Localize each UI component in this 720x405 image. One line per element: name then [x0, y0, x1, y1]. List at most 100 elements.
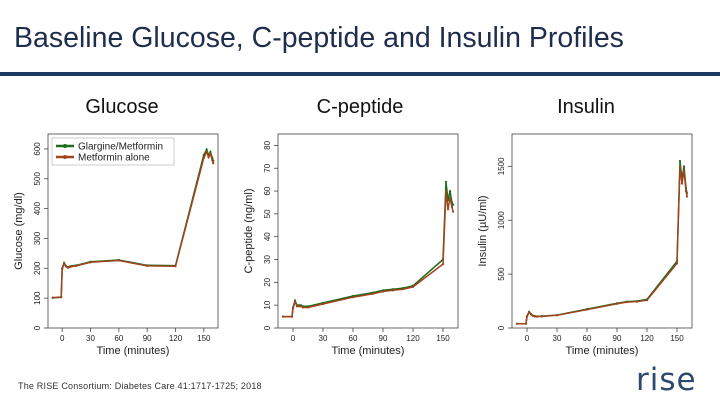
plot-frame — [47, 133, 219, 329]
x-tick-label: 0 — [60, 334, 65, 343]
data-point — [351, 296, 355, 299]
y-tick-label: 80 — [263, 140, 272, 149]
data-point — [531, 314, 535, 318]
series-line-metformin-alone — [283, 191, 454, 318]
slide-title: Baseline Glucose, C-peptide and Insulin … — [14, 22, 624, 54]
legend-marker — [63, 155, 67, 159]
y-tick-label: 20 — [263, 277, 272, 286]
title-rule — [0, 72, 720, 76]
data-point — [441, 262, 445, 266]
data-point — [527, 311, 531, 314]
data-point — [290, 315, 294, 318]
data-point — [678, 165, 682, 168]
glucose-chart: 0 30 60 90 120 150 0 100 200 300 400 500 600 Time (mi… — [13, 133, 219, 357]
data-point — [70, 265, 73, 268]
data-point — [293, 300, 297, 303]
data-point — [411, 285, 415, 289]
data-point — [585, 308, 589, 311]
y-tick-label: 500 — [497, 267, 506, 281]
data-point — [209, 152, 212, 155]
y-tick-label: 50 — [263, 209, 272, 218]
x-tick-label: 30 — [319, 334, 328, 343]
insulin-heading: Insulin — [557, 96, 615, 118]
y-tick-label: 100 — [33, 291, 42, 305]
citation: The RISE Consortium: Diabetes Care 41:17… — [18, 381, 262, 391]
x-tick-label: 120 — [640, 334, 654, 343]
x-tick-label: 30 — [86, 334, 95, 343]
plot-frame — [511, 133, 693, 329]
data-point — [515, 322, 519, 325]
data-point — [448, 196, 452, 200]
data-point — [635, 300, 639, 303]
data-point — [529, 313, 533, 316]
y-tick-label: 0 — [33, 325, 42, 330]
data-point — [678, 159, 682, 163]
y-tick-label: 500 — [33, 172, 42, 186]
data-point — [444, 180, 448, 184]
y-tick-label: 0 — [263, 325, 272, 330]
x-axis-label: Time (minutes) — [332, 345, 405, 357]
y-tick-label: 30 — [263, 255, 272, 264]
data-point — [66, 266, 69, 269]
y-axis-label: Glucose (mg/dl) — [13, 192, 25, 270]
data-point — [301, 306, 305, 309]
data-point — [281, 315, 285, 318]
data-point — [451, 203, 455, 206]
data-point — [401, 288, 405, 291]
data-point — [205, 148, 208, 151]
data-point — [60, 295, 63, 299]
data-point — [64, 265, 68, 268]
series-line-metformin-alone — [517, 166, 688, 325]
rise-logo-text: rise — [636, 362, 697, 398]
data-point — [682, 169, 686, 172]
x-tick-label: 60 — [349, 334, 358, 343]
data-point — [117, 259, 120, 262]
x-tick-label: 60 — [114, 334, 123, 343]
y-tick-label: 200 — [33, 261, 42, 275]
y-tick-label: 300 — [33, 231, 42, 245]
data-point — [61, 267, 64, 271]
data-point — [306, 306, 310, 309]
data-point — [211, 159, 214, 162]
x-tick-label: 0 — [525, 334, 530, 343]
legend-label: Glargine/Metformin — [78, 142, 163, 153]
series-line-glargine-metformin — [283, 181, 454, 318]
y-tick-label: 1500 — [497, 157, 506, 175]
data-point — [212, 162, 215, 165]
data-point — [680, 182, 684, 185]
legend-box — [51, 137, 175, 166]
data-point — [381, 290, 385, 293]
data-point — [174, 265, 177, 268]
data-point — [205, 150, 208, 154]
data-point — [625, 301, 629, 304]
data-point — [450, 205, 454, 209]
data-point — [51, 296, 54, 299]
data-point — [685, 195, 689, 198]
x-tick-label: 120 — [169, 334, 183, 343]
y-axis-label: C-peptide (ng/ml) — [243, 189, 255, 274]
y-tick-label: 600 — [33, 142, 42, 156]
data-point — [146, 264, 149, 268]
data-point — [451, 210, 455, 213]
data-point — [524, 322, 528, 325]
x-axis-label: Time (minutes) — [566, 345, 639, 357]
data-point — [75, 264, 78, 268]
data-point — [209, 150, 212, 154]
x-tick-label: 60 — [583, 334, 592, 343]
data-point — [321, 302, 325, 306]
data-point — [675, 262, 679, 265]
series-line-glargine-metformin — [52, 147, 215, 299]
data-point — [533, 315, 537, 318]
cpeptide-chart: 0 30 60 90 120 150 0 10 20 30 40 50 60 70 80 Time (minu… — [243, 133, 459, 357]
data-point — [446, 208, 450, 211]
data-point — [615, 302, 619, 305]
data-point — [682, 165, 686, 168]
x-tick-label: 150 — [436, 334, 450, 343]
x-tick-label: 90 — [613, 334, 622, 343]
plot-frame — [277, 133, 459, 329]
rise-logo: rise — [636, 362, 712, 400]
series-line-metformin-alone — [52, 149, 215, 299]
y-tick-label: 0 — [497, 325, 506, 330]
data-point — [291, 307, 295, 310]
